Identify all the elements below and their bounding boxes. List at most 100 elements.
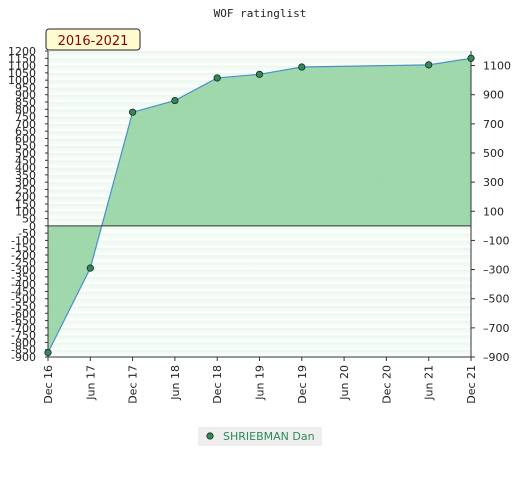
data-point[interactable] — [213, 74, 221, 82]
y-left-tick-label: -450 — [11, 285, 36, 298]
legend-marker — [206, 432, 214, 440]
y-right-tick-label: –300 — [483, 264, 510, 277]
grid-band — [48, 233, 471, 241]
y-left-tick-label: 850 — [15, 96, 36, 109]
grid-band — [48, 298, 471, 306]
x-tick-label: Jun 17 — [84, 365, 97, 401]
legend[interactable]: SHRIEBMAN Dan — [198, 427, 322, 446]
x-tick-label: Dec 21 — [465, 365, 478, 404]
y-left-tick-label: 400 — [15, 162, 36, 175]
grid-band — [48, 349, 471, 357]
x-axis-labels: Dec 16 Jun 17 Dec 17 Jun 18 Dec 18 Jun 19 Dec … — [42, 357, 478, 404]
y-left-tick-label: 1200 — [8, 45, 36, 58]
y-left-tick-label: 0 — [29, 220, 36, 233]
y-right-tick-label: 100 — [483, 205, 504, 218]
y-left-tick-label: 500 — [15, 147, 36, 160]
period-badge: 2016-2021 — [45, 28, 141, 51]
grid-band — [48, 247, 471, 255]
grid-band — [48, 269, 471, 277]
series-line — [47, 57, 472, 353]
grid-band — [48, 225, 471, 234]
y-left-tick-label: -200 — [11, 249, 36, 262]
y-left-tick-label: 1150 — [8, 52, 36, 65]
y-left-tick-label: -100 — [11, 234, 36, 247]
y-left-tick-label: 50 — [22, 213, 36, 226]
grid-band — [48, 240, 471, 248]
grid-band — [48, 276, 471, 285]
y-left-tick-label: -250 — [11, 256, 36, 269]
data-point[interactable] — [171, 96, 179, 105]
data-point[interactable] — [86, 264, 94, 272]
y-left-tick-label: 1100 — [8, 60, 36, 73]
y-left-tick-label: 150 — [15, 198, 36, 211]
series-markers — [44, 54, 475, 357]
y-left-tick-label: 450 — [15, 154, 36, 167]
y-left-tick-label: 800 — [15, 103, 36, 116]
data-point[interactable] — [425, 61, 433, 69]
y-left-tick-label: -50 — [18, 227, 36, 240]
y-left-tick-label: -800 — [11, 336, 36, 349]
series-area — [47, 57, 472, 353]
grid-band — [48, 255, 471, 263]
y-left-tick-label: -350 — [11, 271, 36, 284]
y-left-tick-label: -500 — [11, 293, 36, 306]
x-tick-label: Dec 20 — [380, 365, 393, 404]
grid-band — [48, 320, 471, 328]
data-point[interactable] — [298, 63, 306, 71]
x-tick-label: Jun 20 — [338, 365, 351, 401]
y-left-tick-label: 550 — [15, 140, 36, 153]
y-left-tick-label: 950 — [15, 81, 36, 94]
x-tick-label: Jun 21 — [423, 365, 436, 401]
y-left-tick-label: 650 — [15, 125, 36, 138]
y-right-tick-label: 300 — [483, 176, 504, 189]
y-left-tick-label: -400 — [11, 278, 36, 291]
y-right-tick-label: 500 — [483, 147, 504, 160]
period-badge-box — [45, 28, 141, 51]
y-left-tick-label: -150 — [11, 242, 36, 255]
y-right-tick-label: 1100 — [483, 60, 511, 73]
y-left-tick-label: 350 — [15, 169, 36, 182]
y-right-tick-label: –900 — [483, 351, 510, 364]
y-left-tick-label: -750 — [11, 329, 36, 342]
y-right-tick-label: 700 — [483, 118, 504, 131]
y-left-tick-label: 900 — [15, 89, 36, 102]
y-left-tick-label: 300 — [15, 176, 36, 189]
x-tick-label: Dec 19 — [296, 365, 309, 404]
series-area-fill — [48, 58, 471, 353]
grid-band — [48, 291, 471, 299]
y-left-tick-label: -700 — [11, 322, 36, 335]
grid-band — [48, 262, 471, 270]
y-left-tick-label: 100 — [15, 205, 36, 218]
y-left-tick-label: -650 — [11, 315, 36, 328]
x-tick-label: Dec 17 — [127, 365, 140, 404]
y-left-tick-label: -300 — [11, 264, 36, 277]
y-left-tick-label: 750 — [15, 111, 36, 124]
y-axis-left-labels: 1200115011001050100095090085080075070065… — [8, 45, 48, 364]
y-left-tick-label: 200 — [15, 191, 36, 204]
y-right-tick-label: 900 — [483, 89, 504, 102]
x-tick-label: Jun 18 — [169, 365, 182, 401]
data-point[interactable] — [467, 54, 475, 62]
y-left-tick-label: -550 — [11, 300, 36, 313]
y-right-tick-label: –500 — [483, 293, 510, 306]
y-left-tick-label: 250 — [15, 183, 36, 196]
data-point[interactable] — [255, 70, 264, 78]
data-point[interactable] — [44, 349, 52, 357]
grid-band — [48, 342, 471, 350]
y-right-tick-label: –100 — [483, 234, 510, 247]
y-left-tick-label: -600 — [11, 307, 36, 320]
data-point[interactable] — [129, 108, 137, 116]
chart-title: WOF ratinglist — [214, 7, 307, 20]
y-left-tick-label: -850 — [11, 344, 36, 357]
x-tick-label: Dec 16 — [42, 365, 55, 404]
y-left-tick-label: -900 — [11, 351, 36, 364]
y-right-tick-label: –700 — [483, 322, 510, 335]
grid-band — [48, 65, 471, 73]
x-tick-label: Dec 18 — [211, 365, 224, 404]
legend-background — [198, 427, 322, 446]
period-badge-label: 2016-2021 — [58, 34, 129, 49]
y-left-tick-label: 600 — [15, 132, 36, 145]
grid-band — [48, 313, 471, 321]
y-left-tick-label: 700 — [15, 118, 36, 131]
grid-band — [48, 327, 471, 336]
